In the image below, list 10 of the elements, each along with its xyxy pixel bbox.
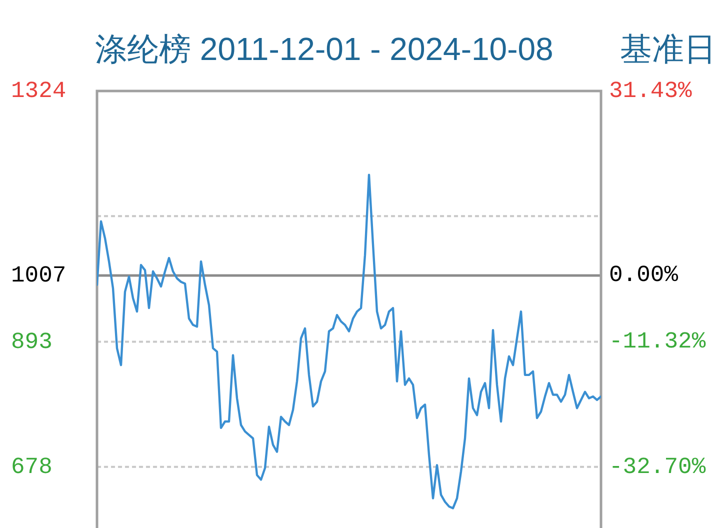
ytick-label: 1324 [11,78,66,104]
title: 涤纶榜 2011-12-01 - 2024-10-08 [95,31,554,67]
y2tick-label: -11.32% [609,328,706,355]
ytick-label: 1007 [11,262,66,288]
y2tick-label: 0.00% [609,262,678,288]
y2tick-label: 31.43% [609,78,692,104]
annotation: 基准日 [620,31,716,67]
ytick-label: 893 [11,328,52,355]
y2tick-label: -32.70% [609,454,706,480]
ytick-label: 678 [11,454,52,480]
